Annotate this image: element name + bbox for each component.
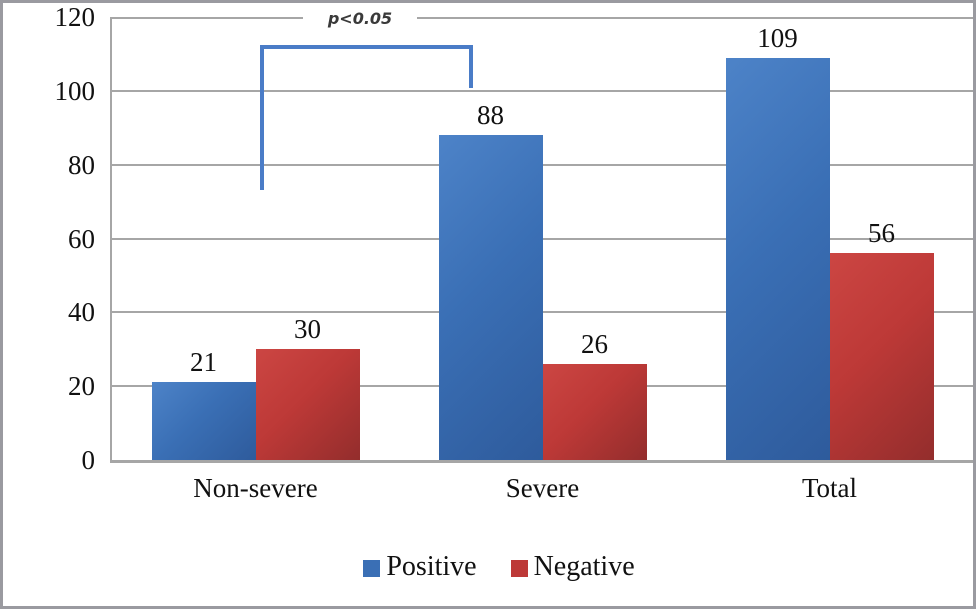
gridline [112, 89, 973, 92]
bar-group-severe: 88 26 [399, 17, 686, 460]
y-tick-label: 40 [68, 297, 95, 328]
legend: Positive Negative [0, 549, 976, 585]
data-label: 21 [190, 347, 217, 377]
significance-label: p<0.05 [303, 7, 417, 31]
gridline [112, 237, 973, 240]
x-axis-label-total: Total [801, 473, 858, 503]
y-tick-label: 120 [54, 2, 96, 32]
legend-item-positive: Positive [363, 549, 477, 585]
y-tick-label: 60 [68, 223, 95, 254]
plot-area: 21 30 88 26 109 56 [110, 17, 973, 463]
gridline [112, 17, 973, 19]
x-axis-labels: Non-severe Severe Total [112, 471, 973, 505]
data-label: 109 [757, 23, 798, 53]
y-tick-label: 80 [68, 149, 95, 180]
data-label: 26 [581, 329, 608, 359]
x-axis-label-non-severe: Non-severe [193, 473, 318, 503]
legend-item-negative: Negative [510, 549, 635, 585]
gridline [112, 311, 973, 314]
bar-positive-severe: 88 [438, 100, 543, 460]
significance-bracket [260, 45, 473, 190]
legend-label: Positive [386, 551, 477, 582]
bar-group-non-severe: 21 30 [112, 17, 399, 460]
bar-group-total: 109 56 [686, 17, 973, 460]
y-tick-label: 0 [81, 445, 96, 475]
bar-positive-non-severe: 21 [151, 347, 256, 460]
legend-swatch-icon [363, 560, 381, 577]
bar-negative-total: 56 [829, 218, 934, 460]
data-label: 88 [477, 100, 504, 130]
bar-positive-total: 109 [725, 23, 830, 460]
gridline [112, 163, 973, 166]
bar-groups: 21 30 88 26 109 56 [112, 17, 973, 460]
legend-label: Negative [533, 551, 635, 582]
data-label: 30 [294, 314, 321, 344]
significance-bracket-right-leg [469, 45, 473, 88]
y-tick-label: 100 [54, 75, 96, 106]
bar-negative-severe: 26 [542, 329, 647, 460]
y-tick-label: 20 [68, 371, 95, 402]
bar-negative-non-severe: 30 [255, 314, 360, 460]
x-axis-label-severe: Severe [505, 473, 580, 503]
data-label: 56 [868, 218, 895, 248]
legend-swatch-icon [510, 560, 528, 577]
